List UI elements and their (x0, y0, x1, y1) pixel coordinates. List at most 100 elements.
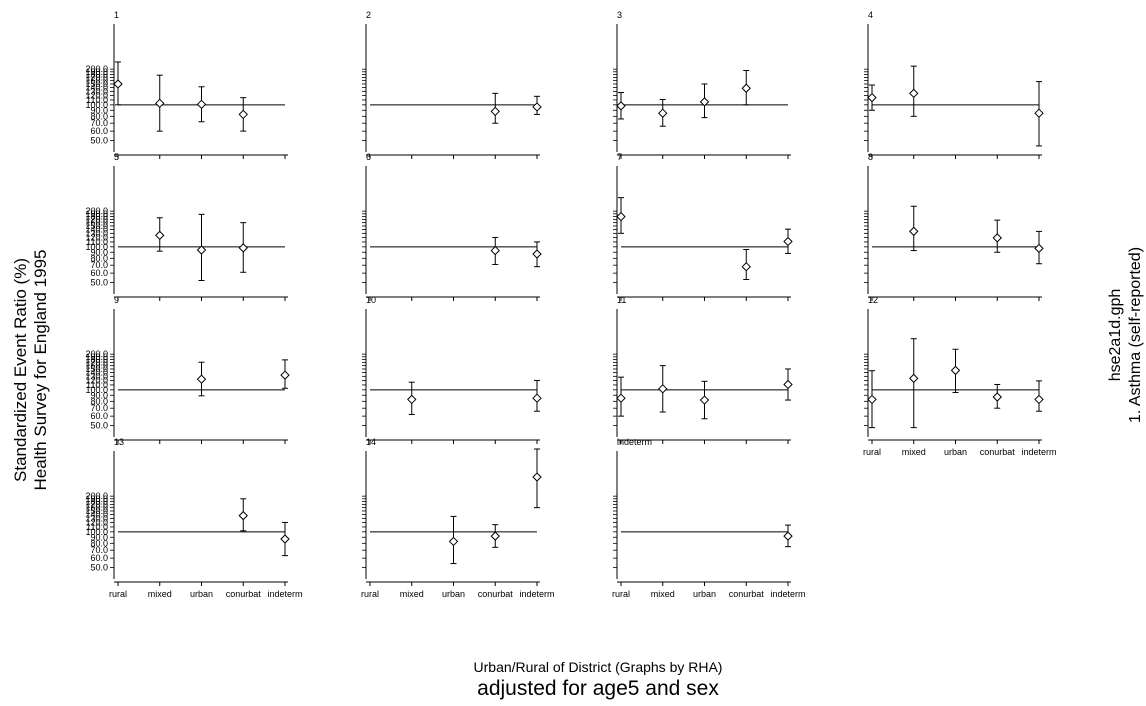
data-point (238, 498, 248, 532)
data-point (532, 95, 542, 115)
y-tick-label: 50.0 (90, 421, 108, 431)
y-tick-label: 160.0 (85, 503, 108, 513)
y-tick-label: 150.0 (85, 79, 108, 89)
panels-layer: 150.060.070.080.090.0100.0110.0120.0130.… (85, 10, 1056, 599)
data-point (238, 222, 248, 273)
y-tick-label: 60.0 (90, 553, 108, 563)
y-tick-label: 110.0 (86, 380, 108, 390)
graph-filename: hse2a1d.gph (1107, 289, 1124, 382)
y-tick-label: 160.0 (85, 361, 108, 371)
x-tick-label: urban (442, 589, 465, 599)
x-tick-label: conurbat (729, 589, 765, 599)
y-tick-label: 60.0 (90, 411, 108, 421)
data-point (699, 380, 710, 420)
point-marker (616, 393, 626, 403)
point-marker (448, 536, 459, 547)
point-marker (616, 101, 626, 111)
x-tick-label: indeterm (1021, 447, 1056, 457)
y-tick-label: 140.0 (85, 368, 108, 378)
y-tick-label: 140.0 (85, 225, 108, 235)
y-tick-label: 170.0 (85, 215, 108, 225)
point-marker (280, 534, 290, 544)
y-tick-label: 90.0 (90, 105, 108, 115)
data-point (909, 338, 919, 429)
panel-label: 14 (366, 437, 376, 447)
y-tick-label: 170.0 (85, 500, 108, 510)
data-point (867, 84, 877, 111)
x-tick-label: mixed (148, 589, 172, 599)
y-tick-label: 130.0 (85, 86, 108, 96)
point-marker (155, 230, 165, 241)
y-tick-label: 70.0 (90, 403, 108, 413)
y-tick-label: 160.0 (85, 76, 108, 86)
panel-label: 13 (114, 437, 124, 447)
y-tick-label: 160.0 (85, 218, 108, 228)
x-tick-label: indeterm (267, 589, 302, 599)
y-tick-label: 200.0 (85, 349, 108, 359)
panel-label: 3 (617, 10, 622, 20)
panel-label: 11 (617, 295, 626, 305)
point-marker (407, 394, 417, 405)
point-marker (658, 108, 668, 118)
data-point (783, 228, 793, 254)
y-tick-label: 170.0 (85, 73, 108, 83)
data-point (909, 205, 919, 252)
x-tick-label: rural (612, 589, 630, 599)
data-point (280, 521, 290, 557)
y-tick-label: 130.0 (85, 371, 108, 381)
x-tick-label: indeterm (770, 589, 805, 599)
data-point (699, 83, 710, 119)
point-marker (196, 99, 207, 110)
data-point (783, 368, 793, 401)
point-marker (783, 379, 793, 390)
data-point (658, 98, 668, 127)
y-tick-label: 200.0 (85, 491, 108, 501)
panel: 10 (362, 295, 542, 444)
x-tick-label: conurbat (478, 589, 514, 599)
y-tick-label: 90.0 (90, 390, 108, 400)
point-marker (950, 365, 961, 376)
point-marker (741, 261, 751, 272)
y-tick-label: 100.0 (85, 527, 108, 537)
point-marker (113, 79, 123, 89)
data-point (280, 359, 290, 389)
panel: 4 (864, 10, 1044, 159)
panel-label: 2 (366, 10, 371, 20)
data-point (992, 219, 1002, 253)
panel: 13 50.060.070.080.090.0100.0110.0120.0130… (85, 437, 302, 599)
panel: 150.060.070.080.090.0100.0110.0120.0130.… (85, 10, 288, 159)
panel: 11 (613, 295, 793, 444)
y-tick-label: 150.0 (85, 364, 108, 374)
panel: indeterm rural mixed urban conurbat indeterm (612, 437, 806, 599)
outcome-label: 1. Asthma (self-reported) (1127, 247, 1144, 423)
y-tick-label: 130.0 (85, 513, 108, 523)
data-point (950, 348, 961, 393)
y-tick-label: 60.0 (90, 126, 108, 136)
y-tick-label: 100.0 (85, 385, 108, 395)
x-tick-label: conurbat (980, 447, 1016, 457)
y-tick-label: 70.0 (90, 118, 108, 128)
y-tick-label: 180.0 (85, 70, 108, 80)
x-tick-label: urban (693, 589, 716, 599)
y-tick-label: 50.0 (90, 136, 108, 146)
y-tick-label: 170.0 (85, 358, 108, 368)
data-point (741, 69, 751, 106)
x-tick-label: conurbat (226, 589, 262, 599)
y-axis-title-line2: Health Survey for England 1995 (31, 250, 50, 491)
point-marker (616, 211, 626, 222)
point-marker (1034, 243, 1044, 254)
panel-label: 9 (114, 295, 119, 305)
data-point (113, 61, 123, 106)
point-marker (658, 384, 668, 394)
panel: 5 50.060.070.080.090.0100.0110.0120.0130.… (85, 152, 288, 301)
y-tick-label: 120.0 (85, 90, 108, 100)
point-marker (532, 102, 542, 112)
data-point (616, 92, 626, 120)
panel-label: 12 (868, 295, 878, 305)
y-tick-label: 100.0 (85, 242, 108, 252)
data-point (909, 65, 919, 117)
y-tick-label: 120.0 (85, 375, 108, 385)
point-marker (490, 531, 500, 541)
point-marker (909, 226, 919, 237)
